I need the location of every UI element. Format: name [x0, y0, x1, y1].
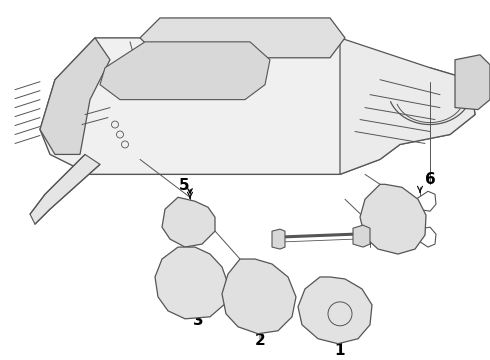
- Polygon shape: [30, 154, 100, 224]
- Text: 4: 4: [365, 216, 375, 231]
- Polygon shape: [222, 259, 296, 334]
- Text: 3: 3: [193, 313, 203, 328]
- Polygon shape: [140, 18, 345, 58]
- Polygon shape: [298, 277, 372, 344]
- Polygon shape: [360, 184, 426, 254]
- Text: 1: 1: [335, 343, 345, 358]
- Polygon shape: [40, 38, 475, 174]
- Polygon shape: [455, 55, 490, 109]
- Polygon shape: [162, 197, 215, 247]
- Polygon shape: [272, 229, 285, 249]
- Text: 6: 6: [425, 172, 436, 187]
- Polygon shape: [353, 225, 370, 247]
- Polygon shape: [40, 38, 110, 154]
- Polygon shape: [155, 247, 228, 319]
- Polygon shape: [100, 42, 270, 100]
- Text: 5: 5: [179, 178, 189, 193]
- Polygon shape: [340, 38, 475, 174]
- Text: 2: 2: [255, 333, 266, 348]
